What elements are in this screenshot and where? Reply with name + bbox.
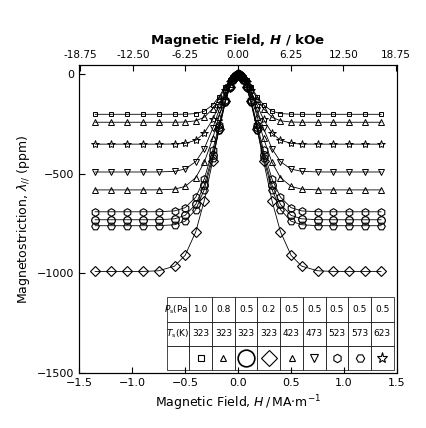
X-axis label: Magnetic Field, $H\,/\,\mathrm{MA{\cdot}m^{-1}}$: Magnetic Field, $H\,/\,\mathrm{MA{\cdot}… bbox=[155, 393, 321, 413]
Y-axis label: Magnetostriction, $\lambda_{//}$ (ppm): Magnetostriction, $\lambda_{//}$ (ppm) bbox=[15, 134, 32, 303]
X-axis label: Magnetic Field, $\bfit{H}$ / kOe: Magnetic Field, $\bfit{H}$ / kOe bbox=[150, 32, 326, 49]
